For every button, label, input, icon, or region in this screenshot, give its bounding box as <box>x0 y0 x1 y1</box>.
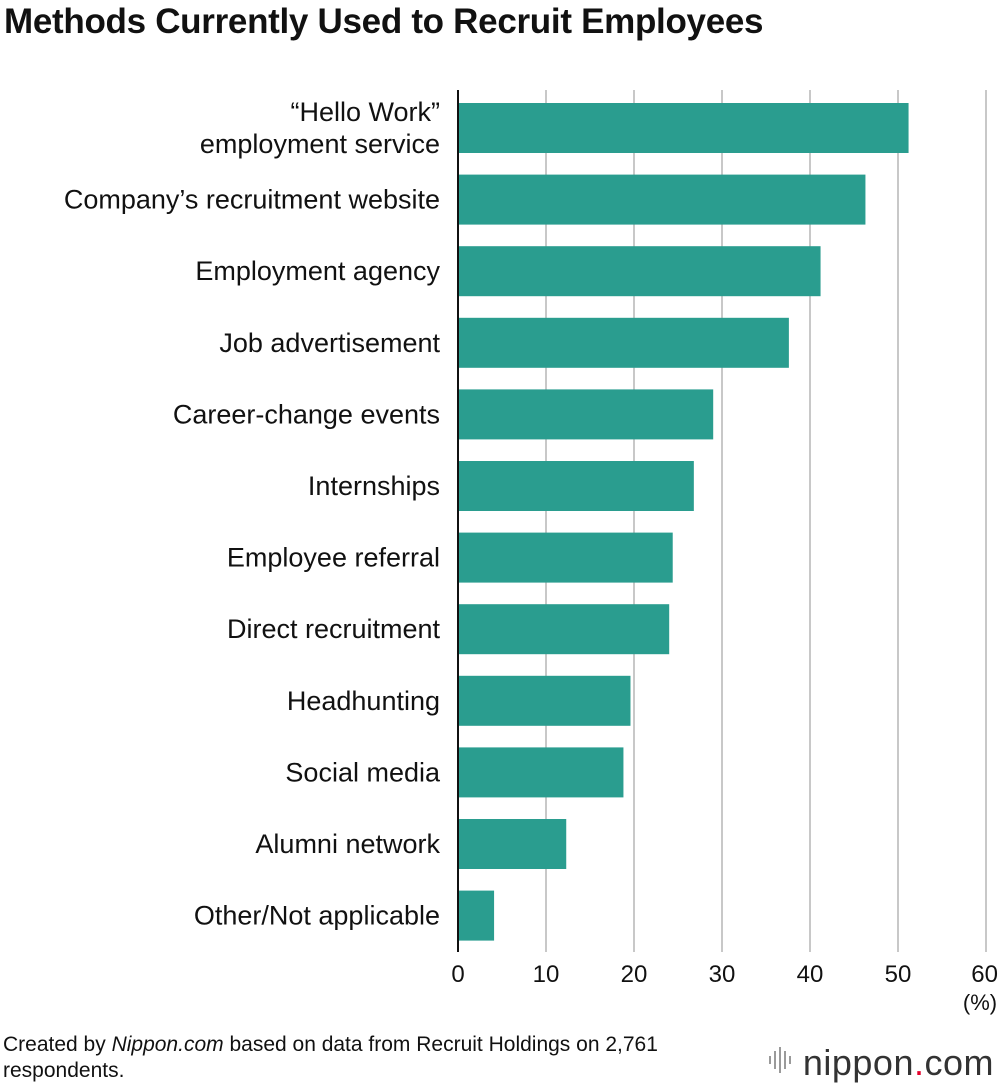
bar-4 <box>459 389 714 440</box>
x-axis-unit-label: (%) <box>963 990 997 1015</box>
tick-label-0: 0 <box>451 961 464 988</box>
bar-3 <box>459 317 789 368</box>
bars <box>459 103 909 941</box>
bar-chart: “Hello Work” employment service Company’s … <box>64 90 998 1015</box>
bar-8 <box>459 675 631 726</box>
bar-7 <box>459 604 670 655</box>
category-label-10: Alumni network <box>255 829 440 859</box>
category-labels: “Hello Work” employment service Company’s … <box>64 97 441 931</box>
grid-lines <box>545 90 987 952</box>
logo-dot: . <box>913 1042 925 1083</box>
bar-2 <box>459 246 821 297</box>
category-label-9: Social media <box>285 757 441 787</box>
logo-main-text: nippon <box>802 1042 914 1083</box>
bar-6 <box>459 532 673 583</box>
source-site: Nippon.com <box>111 1033 224 1056</box>
category-label-7: Direct recruitment <box>227 614 441 644</box>
source-suffix: based on data from Recruit Holdings on 2… <box>3 1033 658 1082</box>
bar-1 <box>459 174 866 225</box>
bar-11 <box>459 890 495 941</box>
source-note: Created by Nippon.com based on data from… <box>3 1032 743 1084</box>
bar-5 <box>459 461 694 511</box>
category-label-3: Job advertisement <box>219 328 440 358</box>
tick-label-40: 40 <box>797 961 824 988</box>
category-label-4: Career-change events <box>173 399 440 429</box>
category-label-2: Employment agency <box>195 256 440 286</box>
tick-label-50: 50 <box>885 961 912 988</box>
tick-label-10: 10 <box>533 961 560 988</box>
x-axis-ticks: 0 10 20 30 40 50 60 <box>451 961 998 988</box>
category-label-6: Employee referral <box>227 543 440 573</box>
category-label-1: Company’s recruitment website <box>64 185 440 215</box>
category-label-0: “Hello Work” employment service <box>200 97 440 159</box>
category-label-8: Headhunting <box>287 686 440 716</box>
tick-label-60: 60 <box>971 961 998 988</box>
tick-label-20: 20 <box>621 961 648 988</box>
bar-0 <box>459 103 909 153</box>
bar-10 <box>459 819 567 869</box>
nippon-logo: nippon. com <box>768 1042 994 1084</box>
tick-label-30: 30 <box>709 961 736 988</box>
category-label-5: Internships <box>308 471 440 501</box>
logo-tld-text: com <box>924 1042 994 1083</box>
source-prefix: Created by <box>3 1033 112 1056</box>
sound-wave-icon <box>768 1042 795 1084</box>
chart-title: Methods Currently Used to Recruit Employ… <box>4 2 764 41</box>
bar-9 <box>459 747 624 798</box>
category-label-11: Other/Not applicable <box>194 901 440 931</box>
